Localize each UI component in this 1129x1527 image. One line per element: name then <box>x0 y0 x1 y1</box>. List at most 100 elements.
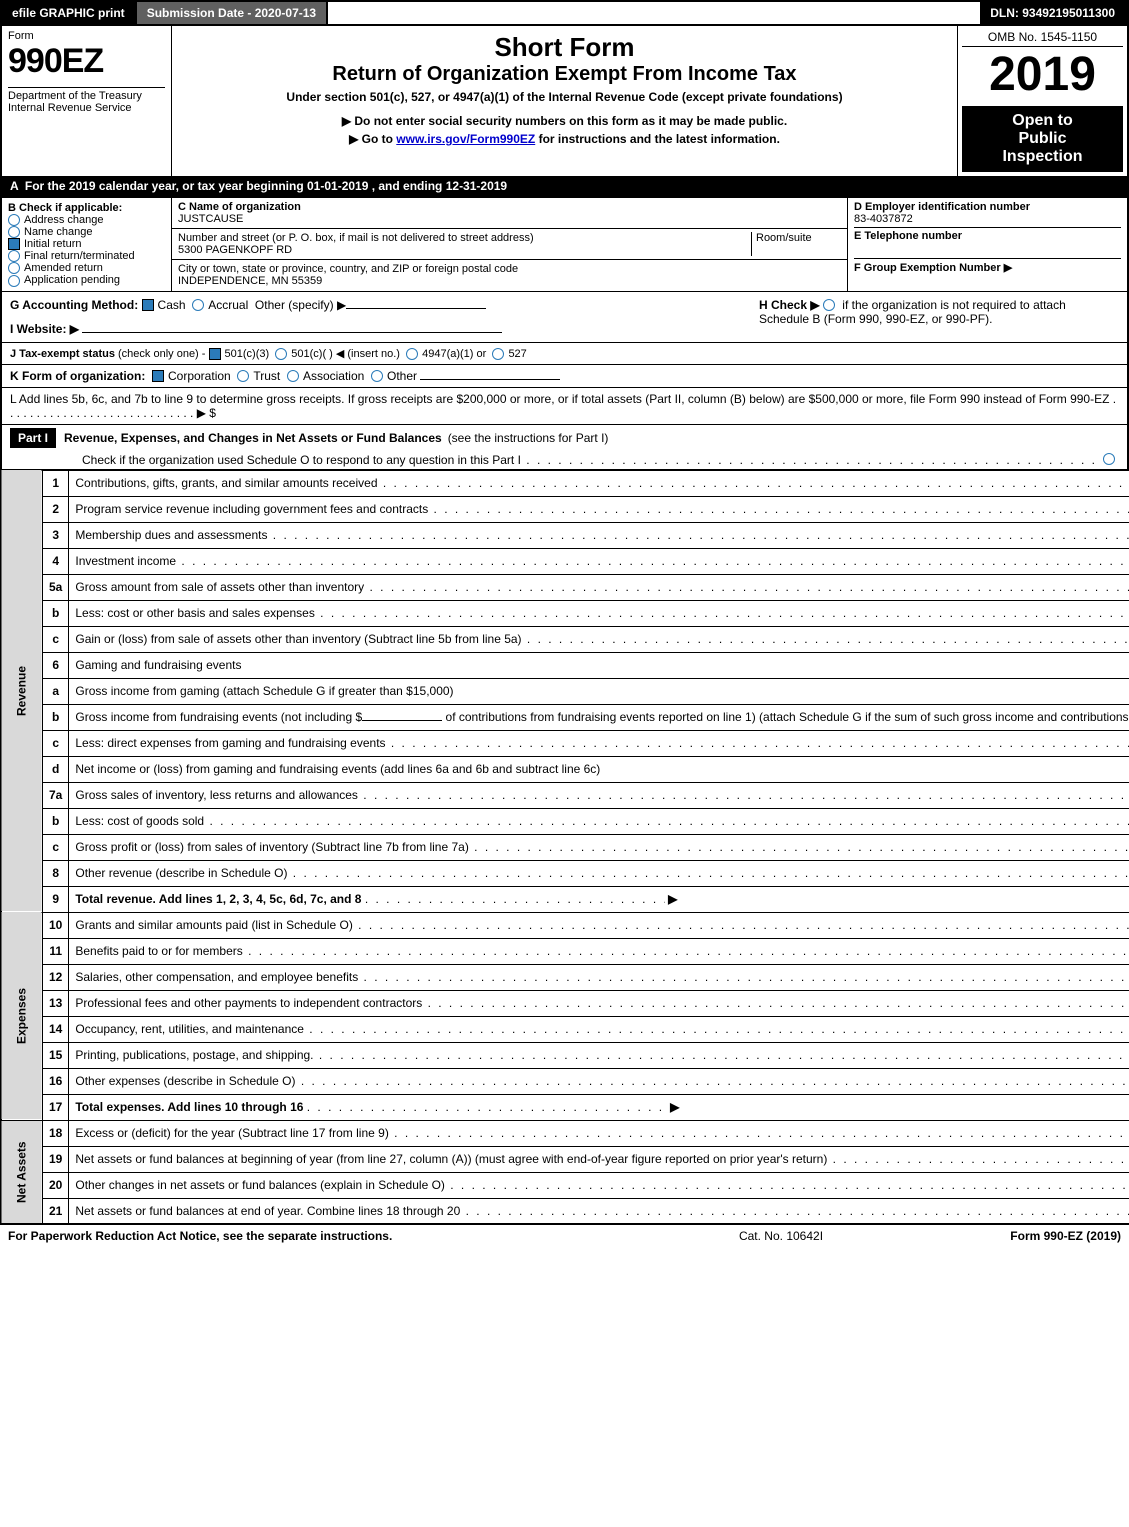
org-addr: 5300 PAGENKOPF RD <box>178 244 751 256</box>
row-14-desc: Occupancy, rent, utilities, and maintena… <box>69 1016 1129 1042</box>
row-20-desc: Other changes in net assets or fund bala… <box>69 1172 1129 1198</box>
cb-cash[interactable] <box>142 299 154 311</box>
row-5b-desc: Less: cost or other basis and sales expe… <box>69 600 1129 626</box>
row-6-desc: Gaming and fundraising events <box>69 652 1129 678</box>
header-mid: Short Form Return of Organization Exempt… <box>172 26 957 176</box>
opt-other: Other (specify) ▶ <box>255 298 346 312</box>
cb-other-org[interactable] <box>371 370 383 382</box>
form-header: Form 990EZ Department of the Treasury In… <box>0 26 1129 176</box>
row-13-desc: Professional fees and other payments to … <box>69 990 1129 1016</box>
submission-date-badge: Submission Date - 2020-07-13 <box>137 2 328 24</box>
cb-initial-return-label: Initial return <box>24 238 81 250</box>
row-4-num: 4 <box>43 548 69 574</box>
opt-association: Association <box>303 369 364 383</box>
row-17-num: 17 <box>43 1094 69 1120</box>
line-l: L Add lines 5b, 6c, and 7b to line 9 to … <box>0 388 1129 425</box>
cb-association[interactable] <box>287 370 299 382</box>
row-2-num: 2 <box>43 496 69 522</box>
label-room: Room/suite <box>751 232 841 256</box>
footer-catno: Cat. No. 10642I <box>641 1229 921 1243</box>
other-org-blank[interactable] <box>420 379 560 380</box>
cb-address-change-label: Address change <box>24 214 104 226</box>
row-6b-blank[interactable] <box>362 720 442 721</box>
line-k: K Form of organization: Corporation Trus… <box>0 365 1129 388</box>
row-6a-num: a <box>43 678 69 704</box>
row-15-num: 15 <box>43 1042 69 1068</box>
form-number: 990EZ <box>8 42 165 81</box>
row-16-num: 16 <box>43 1068 69 1094</box>
cb-4947[interactable] <box>406 348 418 360</box>
cb-name-change[interactable]: Name change <box>8 226 165 238</box>
line-g: G Accounting Method: Cash Accrual Other … <box>10 298 759 312</box>
cb-final-return-label: Final return/terminated <box>24 250 135 262</box>
line-a-tax-year: A For the 2019 calendar year, or tax yea… <box>0 176 1129 198</box>
row-19-desc: Net assets or fund balances at beginning… <box>69 1146 1129 1172</box>
irs-link[interactable]: www.irs.gov/Form990EZ <box>396 132 535 146</box>
label-addr: Number and street (or P. O. box, if mail… <box>178 232 751 244</box>
row-2-desc: Program service revenue including govern… <box>69 496 1129 522</box>
row-7c-num: c <box>43 834 69 860</box>
opt-4947: 4947(a)(1) or <box>422 348 486 360</box>
box-b: B Check if applicable: Address change Na… <box>2 198 172 291</box>
row-12-num: 12 <box>43 964 69 990</box>
omb-number: OMB No. 1545-1150 <box>962 30 1123 47</box>
row-10-num: 10 <box>43 912 69 938</box>
cb-address-change[interactable]: Address change <box>8 214 165 226</box>
row-21-desc: Net assets or fund balances at end of ye… <box>69 1198 1129 1224</box>
row-7b-desc: Less: cost of goods sold <box>69 808 1129 834</box>
cb-initial-return[interactable]: Initial return <box>8 238 165 250</box>
row-6b-desc: Gross income from fundraising events (no… <box>69 704 1129 730</box>
cb-corporation[interactable] <box>152 370 164 382</box>
topbar-spacer <box>328 2 980 24</box>
row-5c-desc: Gain or (loss) from sale of assets other… <box>69 626 1129 652</box>
box-cde: C Name of organization JUSTCAUSE Number … <box>172 198 1127 291</box>
website-blank[interactable] <box>82 332 502 333</box>
row-6b-mid: of contributions from fundraising events… <box>446 710 1129 724</box>
cb-527[interactable] <box>492 348 504 360</box>
line-k-label: K Form of organization: <box>10 369 145 383</box>
row-9-desc-text: Total revenue. Add lines 1, 2, 3, 4, 5c,… <box>75 892 361 906</box>
cb-sched-b[interactable] <box>823 299 835 311</box>
cb-application-pending-label: Application pending <box>24 274 120 286</box>
row-3-desc: Membership dues and assessments <box>69 522 1129 548</box>
cb-application-pending[interactable]: Application pending <box>8 274 165 286</box>
row-13-num: 13 <box>43 990 69 1016</box>
row-6d-desc: Net income or (loss) from gaming and fun… <box>69 756 1129 782</box>
line-j-label: J Tax-exempt status <box>10 348 115 360</box>
row-18-num: 18 <box>43 1120 69 1146</box>
row-15-desc: Printing, publications, postage, and shi… <box>69 1042 1129 1068</box>
org-name: JUSTCAUSE <box>178 213 841 225</box>
part-1-header: Part I Revenue, Expenses, and Changes in… <box>0 425 1129 470</box>
row-1-num: 1 <box>43 470 69 496</box>
row-9-num: 9 <box>43 886 69 912</box>
cb-amended-return[interactable]: Amended return <box>8 262 165 274</box>
phone-empty <box>854 242 1121 256</box>
cb-trust[interactable] <box>237 370 249 382</box>
row-6c-desc: Less: direct expenses from gaming and fu… <box>69 730 1129 756</box>
cb-501c3[interactable] <box>209 348 221 360</box>
efile-print-button[interactable]: efile GRAPHIC print <box>2 2 137 24</box>
row-6b-num: b <box>43 704 69 730</box>
opt-corporation: Corporation <box>168 369 231 383</box>
cb-501c[interactable] <box>275 348 287 360</box>
line-g-label: G Accounting Method: <box>10 298 138 312</box>
line-i: I Website: ▶ <box>10 322 759 336</box>
label-org-name: C Name of organization <box>178 201 841 213</box>
row-5b-num: b <box>43 600 69 626</box>
sidelabel-revenue: Revenue <box>1 470 43 912</box>
row-7c-desc: Gross profit or (loss) from sales of inv… <box>69 834 1129 860</box>
row-8-desc: Other revenue (describe in Schedule O) <box>69 860 1129 886</box>
cb-accrual[interactable] <box>192 299 204 311</box>
row-3-num: 3 <box>43 522 69 548</box>
cb-sched-o[interactable] <box>1103 453 1115 465</box>
org-city: INDEPENDENCE, MN 55359 <box>178 275 841 287</box>
label-ein: D Employer identification number <box>854 201 1121 213</box>
part-1-tag: Part I <box>10 428 56 448</box>
subtitle: Under section 501(c), 527, or 4947(a)(1)… <box>178 90 951 104</box>
opt-cash: Cash <box>158 298 186 312</box>
form-label: Form <box>8 30 165 42</box>
other-specify-blank[interactable] <box>346 308 486 309</box>
cb-final-return[interactable]: Final return/terminated <box>8 250 165 262</box>
row-11-desc: Benefits paid to or for members <box>69 938 1129 964</box>
row-9-desc: Total revenue. Add lines 1, 2, 3, 4, 5c,… <box>69 886 1129 912</box>
